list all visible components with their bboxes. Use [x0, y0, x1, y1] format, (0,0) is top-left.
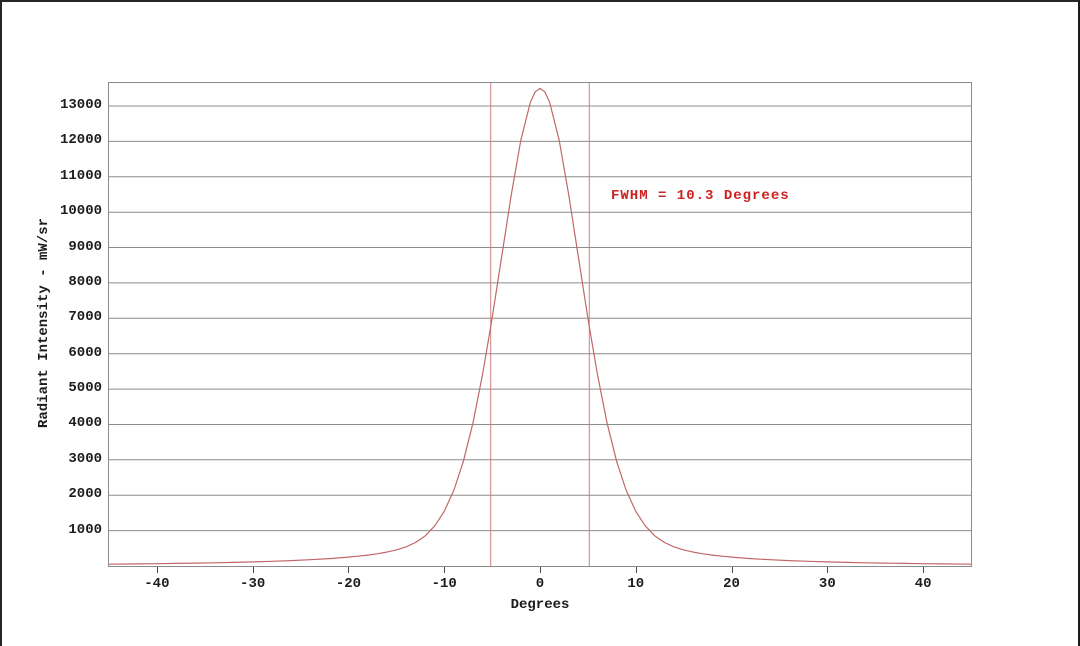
x-tick-mark-30	[827, 567, 829, 573]
y-tick-label-11000: 11000	[59, 167, 102, 184]
x-tick-label-40: 40	[914, 576, 932, 592]
y-tick-label-4000: 4000	[68, 415, 102, 432]
y-tick-label-5000: 5000	[68, 380, 102, 397]
y-axis-title: Radiant Intensity - mW/sr	[36, 217, 52, 429]
y-tick-label-10000: 10000	[59, 203, 102, 220]
y-tick-label-7000: 7000	[68, 309, 102, 326]
x-tick-label--40: -40	[144, 576, 170, 592]
x-tick-mark--20	[348, 567, 350, 573]
x-tick-label-20: 20	[723, 576, 740, 592]
x-tick-mark--30	[252, 567, 254, 573]
x-tick-label--10: -10	[431, 576, 457, 592]
fwhm-annotation-label: FWHM = 10.3 Degrees	[611, 188, 790, 204]
x-tick-label-30: 30	[818, 576, 836, 592]
y-tick-label-13000: 13000	[59, 97, 102, 113]
x-axis-title: Degrees	[510, 597, 570, 613]
x-tick-label-0: 0	[535, 576, 545, 592]
x-tick-mark-40	[923, 567, 925, 573]
y-tick-label-1000: 1000	[68, 521, 102, 538]
x-tick-mark--10	[444, 567, 446, 573]
y-tick-label-3000: 3000	[68, 450, 102, 467]
intensity-curve	[109, 87, 971, 565]
x-tick-label--20: -20	[335, 576, 362, 592]
plot-area: FWHM = 10.3 Degrees	[108, 82, 972, 567]
y-tick-label-9000: 9000	[68, 238, 102, 255]
x-tick-label--30: -30	[240, 576, 266, 592]
x-tick-label-10: 10	[627, 576, 645, 592]
plot-canvas	[109, 83, 971, 566]
y-tick-label-8000: 8000	[68, 273, 102, 290]
y-tick-label-2000: 2000	[68, 486, 102, 503]
x-tick-mark--40	[156, 567, 158, 573]
x-tick-mark-0	[540, 567, 541, 573]
y-tick-label-12000: 12000	[59, 132, 102, 149]
y-tick-label-6000: 6000	[68, 344, 102, 361]
x-tick-mark-10	[635, 567, 637, 573]
x-tick-mark-20	[731, 567, 733, 573]
